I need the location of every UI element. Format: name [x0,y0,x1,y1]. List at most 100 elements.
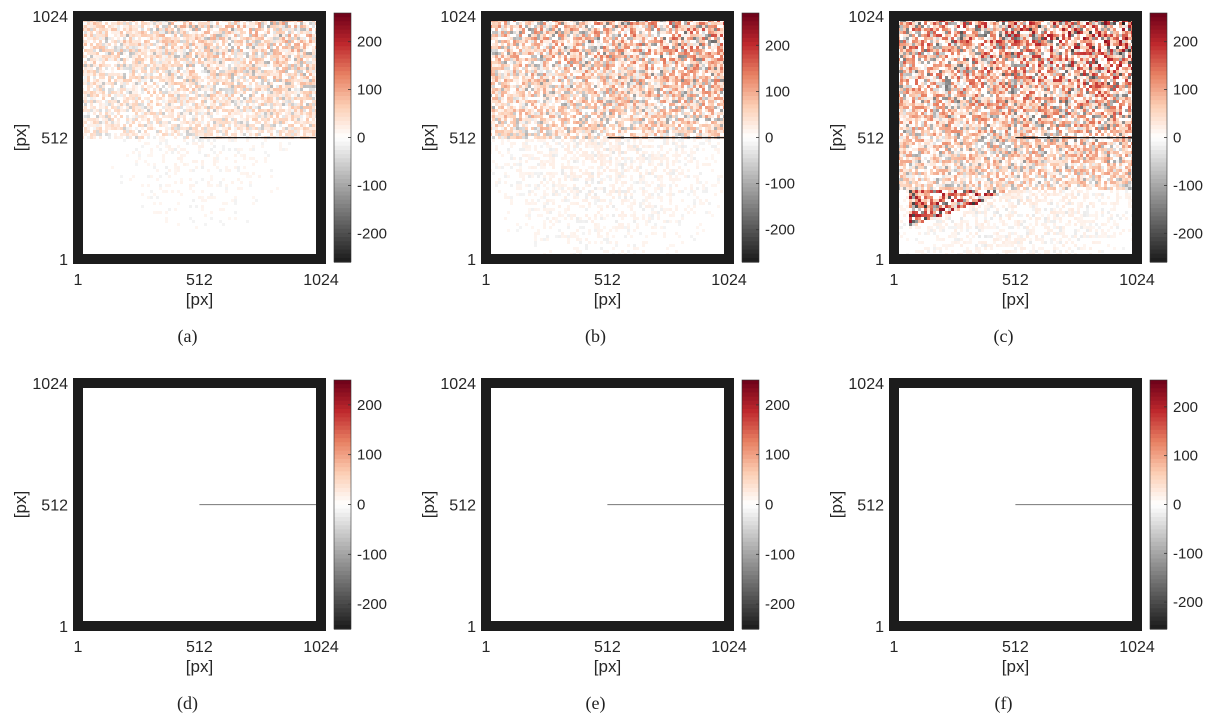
colorbar-tick-label: 0 [765,130,773,147]
x-tick-label: 512 [186,639,213,656]
colorbar: 200 100 0 -100 -200 [741,379,795,630]
plot-frame [481,378,734,631]
subplot-caption: (f) [995,693,1013,714]
colorbar-tick-label: -200 [765,222,795,239]
colorbar-tick-label: -100 [357,177,387,194]
colorbar-tick-label: -100 [1173,177,1203,194]
x-axis-label: [px] [1002,290,1029,309]
y-tick-label: 1 [59,252,68,269]
x-tick-label: 1 [74,272,83,289]
y-tick-label: 512 [41,131,68,148]
colorbar-tick-label: -100 [357,546,387,563]
y-tick-label: 1024 [440,9,476,26]
x-tick-label: 512 [1002,272,1029,289]
colorbar-tick-label: -100 [1173,545,1203,562]
colorbar-tick-label: 100 [765,83,790,100]
y-tick-label: 512 [41,498,68,515]
y-axis-label: [px] [11,124,30,151]
x-tick-label: 1024 [711,272,747,289]
colorbar: 200 100 0 -100 -200 [333,379,387,630]
x-tick-label: 1 [482,272,491,289]
colorbar-tick-label: 200 [357,34,382,51]
colorbar-tick-label: 0 [357,497,365,514]
colorbar-tick-label: 200 [765,397,790,414]
subplot-f: 1 512 1024 1 512 1024 [px] [px] 200 100 0 -100 -200 (… [827,376,1203,714]
colorbar: 200 100 0 -100 -200 [1149,379,1203,630]
x-tick-label: 512 [186,272,213,289]
x-tick-label: 1 [482,639,491,656]
y-tick-label: 1024 [848,376,884,393]
colorbar-tick-label: 0 [1173,130,1181,147]
y-tick-label: 512 [449,131,476,148]
x-tick-label: 512 [594,639,621,656]
colorbar-tick-label: 100 [1173,82,1198,99]
subplot-caption: (b) [585,326,606,347]
y-tick-label: 1 [467,252,476,269]
subplot-e: 1 512 1024 1 512 1024 [px] [px] 200 100 0 -100 -200 (… [419,376,795,714]
x-tick-label: 1 [74,639,83,656]
colorbar: 200 100 0 -100 -200 [741,12,795,263]
subplot-c: 1 512 1024 1 512 1024 [px] [px] 200 100 0 -100 -200 (… [827,9,1203,347]
x-axis-label: [px] [594,657,621,676]
colorbar-tick-label: 100 [357,82,382,99]
subplot-caption: (a) [178,326,198,347]
y-axis-label: [px] [827,124,846,151]
colorbar-tick-label: 100 [765,447,790,464]
x-tick-label: 1024 [303,272,339,289]
heatmap-field [894,16,1137,259]
colorbar: 200 100 0 -100 -200 [1149,12,1203,263]
x-tick-label: 512 [1002,639,1029,656]
colorbar-tick-label: -200 [1173,594,1203,611]
x-axis-label: [px] [1002,657,1029,676]
plot-frame [889,378,1142,631]
colorbar-tick-label: -200 [357,225,387,242]
colorbar-tick-label: -200 [357,596,387,613]
plot-frame [73,378,326,631]
x-tick-label: 512 [594,272,621,289]
subplot-a: 1 512 1024 1 512 1024 [px] [px] 200 100 0 -100 -200 (… [11,9,387,347]
y-axis-label: [px] [827,491,846,518]
subplot-caption: (c) [994,326,1014,347]
y-tick-label: 1024 [32,376,68,393]
y-axis-label: [px] [419,124,438,151]
subplot-b: 1 512 1024 1 512 1024 [px] [px] 200 100 0 -100 -200 (… [419,9,795,347]
colorbar-tick-label: 0 [357,130,365,147]
x-tick-label: 1024 [1119,639,1155,656]
subplot-caption: (d) [177,693,198,714]
y-tick-label: 512 [857,498,884,515]
x-tick-label: 1 [890,272,899,289]
x-axis-label: [px] [186,657,213,676]
y-tick-label: 1 [467,619,476,636]
x-tick-label: 1024 [1119,272,1155,289]
colorbar-tick-label: -100 [765,176,795,193]
y-tick-label: 512 [857,131,884,148]
x-axis-label: [px] [186,290,213,309]
y-tick-label: 1024 [440,376,476,393]
y-tick-label: 1 [59,619,68,636]
colorbar-tick-label: -200 [1173,225,1203,242]
x-axis-label: [px] [594,290,621,309]
colorbar-tick-label: 200 [765,37,790,54]
y-tick-label: 1024 [32,9,68,26]
x-tick-label: 1024 [711,639,747,656]
plot-frame [73,11,326,264]
y-tick-label: 1 [875,619,884,636]
plot-frame [481,11,734,264]
colorbar-tick-label: 200 [1173,399,1198,416]
x-tick-label: 1024 [303,639,339,656]
subplot-d: 1 512 1024 1 512 1024 [px] [px] 200 100 0 -100 -200 (… [11,376,387,714]
colorbar-tick-label: 100 [1173,448,1198,465]
subplot-caption: (e) [586,693,606,714]
y-tick-label: 1 [875,252,884,269]
colorbar-tick-label: 100 [357,447,382,464]
y-axis-label: [px] [419,491,438,518]
colorbar-tick-label: 200 [357,397,382,414]
plot-frame [889,11,1142,264]
colorbar: 200 100 0 -100 -200 [333,12,387,263]
colorbar-tick-label: -200 [765,596,795,613]
y-tick-label: 512 [449,498,476,515]
y-axis-label: [px] [11,491,30,518]
x-tick-label: 1 [890,639,899,656]
colorbar-tick-label: 0 [765,497,773,514]
